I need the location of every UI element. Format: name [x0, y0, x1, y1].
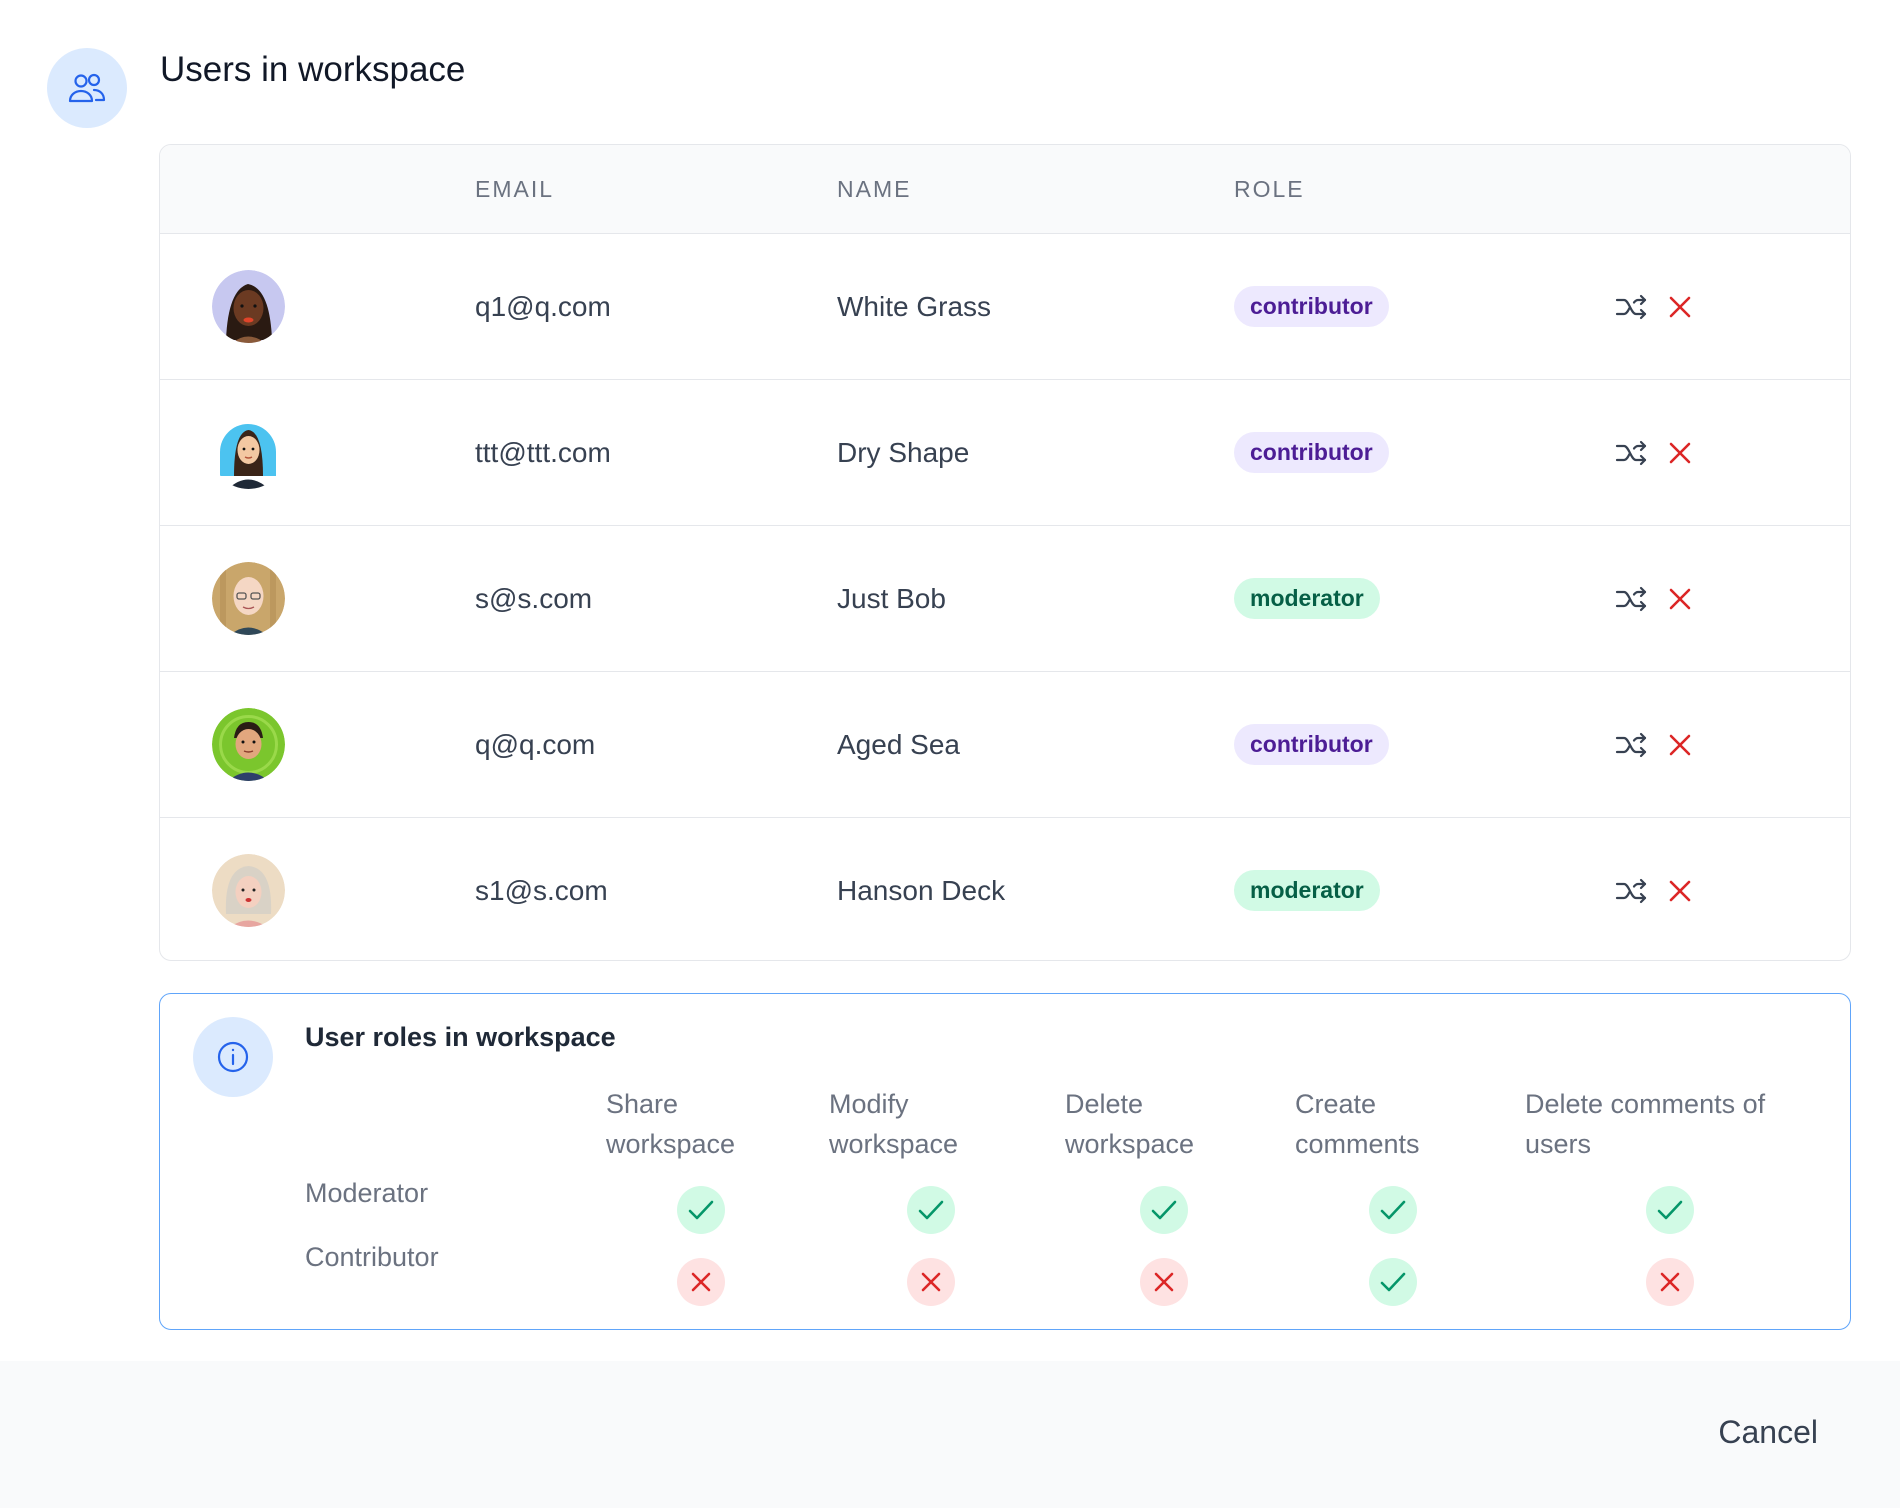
change-role-shuffle-icon[interactable]	[1612, 433, 1652, 473]
avatar-cell	[212, 672, 285, 817]
user-roles-info: User roles in workspace Share workspace Mo…	[159, 993, 1851, 1330]
role-cell: moderator	[1234, 818, 1380, 960]
column-header-name: NAME	[837, 176, 912, 202]
permission-header-line: Delete	[1065, 1089, 1144, 1119]
permission-header: Create comments	[1295, 1084, 1420, 1164]
permission-header-line: workspace	[1065, 1129, 1195, 1159]
row-actions	[1612, 672, 1700, 817]
permission-header: Modify workspace	[829, 1084, 958, 1164]
name-cell: Dry Shape	[837, 436, 970, 468]
name-cell: Aged Sea	[837, 728, 960, 760]
permission-header-line: Create	[1295, 1089, 1377, 1119]
change-role-shuffle-icon[interactable]	[1612, 871, 1652, 911]
cross-icon	[677, 1258, 725, 1306]
name-cell: White Grass	[837, 290, 992, 322]
check-icon	[1646, 1186, 1694, 1234]
email-cell: s1@s.com	[475, 874, 608, 906]
role-badge: contributor	[1234, 432, 1389, 473]
permission-header-line: Share	[606, 1089, 679, 1119]
users-table: EMAIL NAME ROLE q1@q.com White Grass contr…	[159, 144, 1851, 961]
users-icon	[47, 48, 127, 128]
remove-user-icon[interactable]	[1660, 579, 1700, 619]
remove-user-icon[interactable]	[1660, 433, 1700, 473]
remove-user-icon[interactable]	[1660, 287, 1700, 327]
remove-user-icon[interactable]	[1660, 871, 1700, 911]
avatar-cell	[212, 526, 285, 671]
role-cell: contributor	[1234, 380, 1389, 525]
check-icon	[1140, 1186, 1188, 1234]
info-icon	[193, 1017, 273, 1097]
avatar	[212, 854, 285, 927]
column-header-email: EMAIL	[475, 176, 555, 202]
role-cell: contributor	[1234, 672, 1389, 817]
permission-header-line: workspace	[606, 1129, 736, 1159]
table-row: ttt@ttt.com Dry Shape contributor	[160, 380, 1850, 526]
role-badge: moderator	[1234, 870, 1380, 911]
avatar	[212, 270, 285, 343]
table-row: s@s.com Just Bob moderator	[160, 526, 1850, 672]
dialog-footer: Cancel	[0, 1361, 1900, 1508]
cross-icon	[907, 1258, 955, 1306]
name-cell: Hanson Deck	[837, 874, 1006, 906]
permission-header-line: Delete comments of	[1525, 1089, 1766, 1119]
avatar	[212, 708, 285, 781]
change-role-shuffle-icon[interactable]	[1612, 725, 1652, 765]
table-body: q1@q.com White Grass contributor ttt@ttt.co…	[160, 234, 1850, 960]
change-role-shuffle-icon[interactable]	[1612, 287, 1652, 327]
avatar-cell	[212, 380, 285, 525]
change-role-shuffle-icon[interactable]	[1612, 579, 1652, 619]
cross-icon	[1140, 1258, 1188, 1306]
table-row: q@q.com Aged Sea contributor	[160, 672, 1850, 818]
email-cell: q@q.com	[475, 728, 596, 760]
dialog-title: Users in workspace	[160, 50, 466, 89]
avatar	[212, 562, 285, 635]
check-icon	[907, 1186, 955, 1234]
permission-header-line: workspace	[829, 1129, 959, 1159]
permission-header-line: comments	[1295, 1129, 1420, 1159]
avatar-cell	[212, 234, 285, 379]
role-badge: contributor	[1234, 724, 1389, 765]
role-cell: contributor	[1234, 234, 1389, 379]
email-cell: ttt@ttt.com	[475, 436, 611, 468]
check-icon	[1369, 1258, 1417, 1306]
role-badge: moderator	[1234, 578, 1380, 619]
row-actions	[1612, 380, 1700, 525]
role-badge: contributor	[1234, 286, 1389, 327]
column-header-role: ROLE	[1234, 176, 1305, 202]
check-icon	[1369, 1186, 1417, 1234]
row-actions	[1612, 234, 1700, 379]
permission-header-line: users	[1525, 1129, 1592, 1159]
permission-header-line: Modify	[829, 1089, 909, 1119]
role-cell: moderator	[1234, 526, 1380, 671]
remove-user-icon[interactable]	[1660, 725, 1700, 765]
permission-header: Delete workspace	[1065, 1084, 1194, 1164]
permission-header: Delete comments of users	[1525, 1084, 1765, 1164]
name-cell: Just Bob	[837, 582, 946, 614]
check-icon	[677, 1186, 725, 1234]
cancel-button[interactable]: Cancel	[1718, 1414, 1818, 1450]
role-label: Moderator	[305, 1178, 429, 1208]
avatar-cell	[212, 818, 285, 960]
permission-header: Share workspace	[606, 1084, 735, 1164]
table-row: s1@s.com Hanson Deck moderator	[160, 818, 1850, 960]
email-cell: q1@q.com	[475, 290, 611, 322]
table-header: EMAIL NAME ROLE	[160, 145, 1850, 234]
row-actions	[1612, 818, 1700, 960]
row-actions	[1612, 526, 1700, 671]
email-cell: s@s.com	[475, 582, 593, 614]
role-label: Contributor	[305, 1242, 439, 1272]
roles-title: User roles in workspace	[305, 1022, 616, 1052]
cross-icon	[1646, 1258, 1694, 1306]
avatar	[212, 416, 285, 489]
table-row: q1@q.com White Grass contributor	[160, 234, 1850, 380]
